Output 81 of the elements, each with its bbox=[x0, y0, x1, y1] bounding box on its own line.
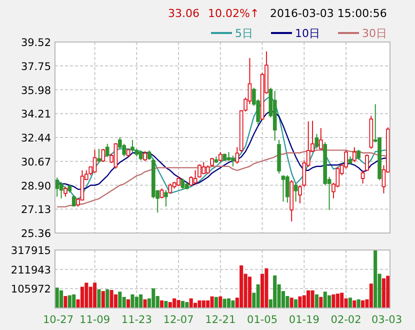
bar bbox=[264, 268, 268, 308]
bar bbox=[80, 286, 84, 308]
bar bbox=[231, 300, 235, 308]
x-tick-label: 10-27 bbox=[43, 314, 74, 326]
x-tick-label: 12-21 bbox=[205, 314, 236, 326]
x-tick-label: 01-19 bbox=[288, 314, 320, 326]
text: 10.02%↑ bbox=[208, 7, 260, 20]
bar bbox=[110, 290, 114, 308]
x-tick-label: 11-09 bbox=[80, 314, 110, 326]
y-tick-label: 37.75 bbox=[20, 60, 51, 73]
bar bbox=[64, 296, 68, 308]
bar bbox=[72, 294, 76, 308]
legend-label: 10日 bbox=[295, 27, 320, 40]
x-tick-label: 01-05 bbox=[247, 314, 278, 326]
bar bbox=[227, 298, 231, 308]
bar bbox=[172, 298, 176, 308]
bar bbox=[222, 298, 226, 308]
bar bbox=[55, 288, 59, 308]
bar bbox=[130, 294, 134, 308]
bar bbox=[198, 300, 202, 308]
bar bbox=[93, 282, 97, 308]
y-tick-label: 27.13 bbox=[20, 204, 51, 216]
bar bbox=[248, 276, 252, 308]
bar bbox=[369, 284, 373, 308]
bar bbox=[152, 288, 156, 308]
bar bbox=[319, 296, 323, 308]
bar bbox=[118, 292, 122, 308]
line-series bbox=[56, 110, 389, 190]
bar bbox=[336, 294, 340, 308]
y-tick-label: 25.36 bbox=[20, 228, 52, 240]
bar bbox=[134, 296, 138, 308]
bar bbox=[218, 296, 222, 308]
bar bbox=[323, 292, 327, 308]
x-tick-label: 02-02 bbox=[330, 314, 362, 326]
text: 33.06 bbox=[168, 7, 200, 20]
bar bbox=[176, 300, 180, 308]
bar bbox=[256, 284, 260, 308]
bar bbox=[382, 278, 386, 308]
y-tick-label: 28.90 bbox=[20, 180, 51, 192]
bar bbox=[310, 290, 314, 308]
bar bbox=[101, 291, 105, 308]
y-tick-label: 317915 bbox=[10, 245, 51, 257]
bar bbox=[189, 298, 193, 308]
bar bbox=[194, 302, 198, 308]
bar bbox=[164, 300, 168, 308]
bar bbox=[306, 290, 310, 308]
bar bbox=[273, 275, 277, 308]
y-tick-label: 32.44 bbox=[20, 132, 52, 144]
bar bbox=[290, 298, 294, 308]
y-tick-label: 34.21 bbox=[20, 108, 51, 121]
bar bbox=[60, 290, 64, 308]
bar bbox=[298, 296, 302, 308]
bar bbox=[328, 295, 332, 308]
legend-label: 30日 bbox=[362, 27, 387, 40]
bar bbox=[332, 294, 336, 308]
bar bbox=[240, 265, 244, 308]
bar bbox=[143, 299, 147, 308]
bar bbox=[314, 294, 318, 308]
bar bbox=[374, 250, 378, 308]
bar bbox=[84, 282, 88, 308]
bar bbox=[106, 289, 110, 308]
bar bbox=[348, 298, 352, 308]
x-tick-label: 03-03 bbox=[371, 314, 402, 326]
bar bbox=[97, 289, 101, 308]
bar bbox=[386, 276, 390, 308]
legend-label: 5日 bbox=[235, 27, 253, 40]
bar bbox=[88, 286, 92, 308]
text: 2016-03-03 15:00:56 bbox=[270, 7, 387, 20]
x-tick-label: 12-07 bbox=[163, 314, 194, 326]
bar bbox=[68, 295, 72, 308]
y-tick-label: 30.67 bbox=[20, 156, 51, 168]
y-tick-label: 39.52 bbox=[20, 37, 51, 49]
bar bbox=[340, 292, 344, 308]
bar bbox=[214, 296, 218, 308]
y-tick-label: 211943 bbox=[10, 264, 51, 276]
x-tick-label: 11-23 bbox=[121, 314, 152, 326]
bar bbox=[114, 294, 118, 308]
y-tick-label: 105972 bbox=[10, 284, 51, 296]
bar bbox=[210, 296, 214, 308]
y-tick-label: 35.98 bbox=[20, 84, 51, 97]
bar bbox=[139, 294, 143, 308]
